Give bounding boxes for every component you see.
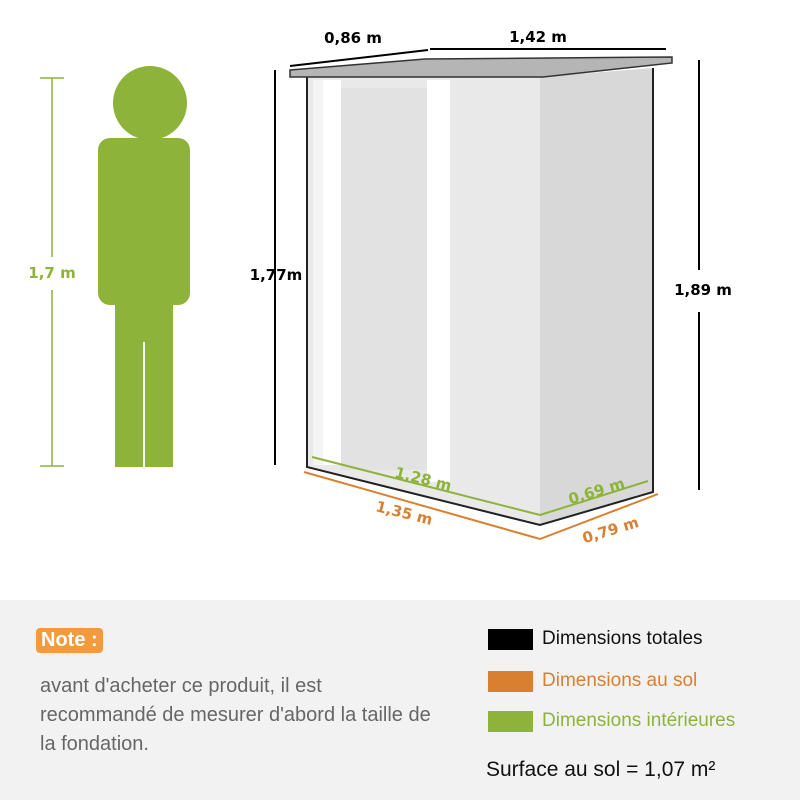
note-text: avant d'acheter ce produit, il est recom…	[40, 675, 431, 755]
legend-swatch	[488, 710, 533, 732]
ground-dimension-lines	[303, 471, 659, 541]
roof-width-label: 1,42 m	[509, 28, 567, 46]
person-silhouette	[98, 66, 190, 467]
front-height-label: 1,77m	[250, 266, 303, 284]
legend-swatch	[488, 628, 533, 650]
interior-dimension-lines	[311, 456, 649, 517]
person-height-line	[40, 77, 64, 467]
legend-swatch	[488, 670, 533, 692]
floor-area: Surface au sol = 1,07 m²	[486, 758, 716, 781]
note-badge: Note :	[36, 628, 103, 653]
info-panel: Note : avant d'acheter ce produit, il es…	[0, 600, 800, 800]
roof-depth-label: 0,86 m	[324, 29, 382, 47]
person-height-label: 1,7 m	[28, 264, 75, 282]
ground-width-label: 1,35 m	[374, 497, 435, 528]
legend-item-ground: Dimensions au sol	[488, 670, 697, 692]
legend-item-total: Dimensions totales	[488, 628, 703, 650]
back-height-label: 1,89 m	[674, 281, 732, 299]
ground-depth-label: 0,79 m	[580, 513, 641, 547]
total-dimension-lines	[274, 48, 700, 490]
dimension-diagram: 1,7 m 0,86 m 1,42 m 1,77m 1,89 m 1,28 m …	[28, 28, 732, 547]
legend-item-interior: Dimensions intérieures	[488, 710, 735, 732]
shed	[289, 56, 673, 527]
